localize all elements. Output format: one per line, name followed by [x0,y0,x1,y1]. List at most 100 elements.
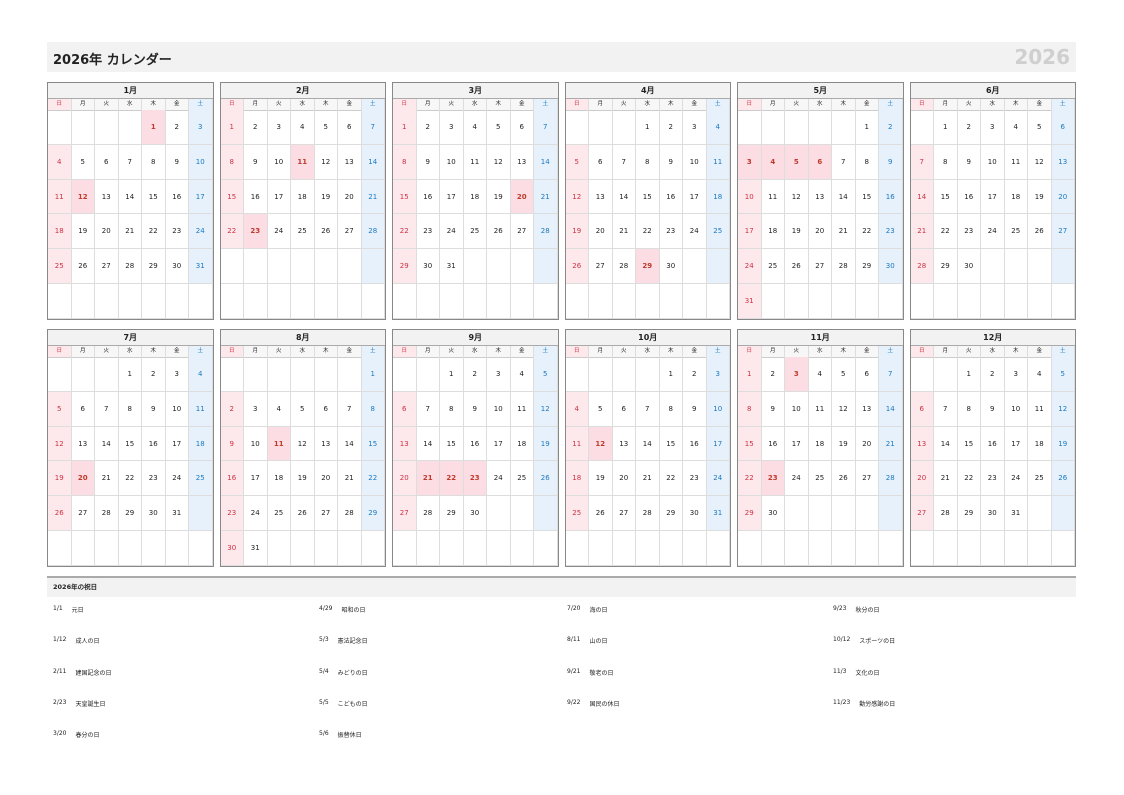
day-cell [165,531,189,566]
day-cell: 9 [244,144,268,180]
day-cell [808,284,832,319]
weekday-label: 日 [910,346,934,358]
day-cell: 8 [118,391,142,427]
holiday-name: 天皇誕生日 [75,700,106,708]
holiday-item: 1/12 成人の日 [53,636,112,667]
day-cell [291,531,315,566]
week-row: 14 15 16 17 18 19 20 [910,179,1075,215]
day-cell: 11 [463,144,487,180]
day-cell [267,284,291,319]
day-cell: 3 [267,110,291,145]
day-cell: 2 [220,391,244,427]
day-cell: 18 [565,461,589,497]
week-row: 20 21 22 23 24 25 26 [910,461,1075,497]
month-box: 9月日月火水木金土 1 2 3 4 5 6 7 8 9 10 11 12 13 14 15 16 17 18 19 20… [392,329,559,567]
day-cell: 8 [934,144,958,180]
day-cell [534,531,558,566]
day-cell [612,110,636,145]
day-cell [761,284,785,319]
day-cell: 5 [785,144,809,180]
day-cell [589,357,613,392]
day-cell [565,284,589,319]
day-cell [612,284,636,319]
day-cell: 10 [440,144,464,180]
day-cell: 17 [981,179,1005,215]
day-cell: 5 [314,110,338,145]
week-row [48,284,213,319]
week-row: 22 23 24 25 26 27 28 [220,214,385,250]
day-cell [1004,249,1028,285]
month-name: 10月 [565,330,730,346]
weekday-label: 金 [1028,99,1052,111]
day-cell: 29 [957,496,981,532]
day-cell [416,284,440,319]
weekday-label: 金 [338,99,362,111]
weekday-label: 日 [910,99,934,111]
day-cell: 20 [314,461,338,497]
day-cell: 15 [142,179,166,215]
day-cell: 19 [1051,426,1075,462]
day-cell: 3 [981,110,1005,145]
day-cell [1028,496,1052,532]
day-cell: 17 [244,461,268,497]
day-cell: 22 [659,461,683,497]
day-cell [189,284,213,319]
day-cell: 28 [361,214,385,250]
day-cell: 8 [440,391,464,427]
day-cell: 27 [612,496,636,532]
day-cell: 4 [463,110,487,145]
day-cell [71,531,95,566]
day-cell [934,357,958,392]
day-cell: 12 [1028,144,1052,180]
holiday-column: 7/20 海の日 8/11 山の日 9/21 敬老の日 9/22 国民の休日 [567,605,620,730]
day-cell: 30 [879,249,903,285]
day-cell [659,284,683,319]
day-cell: 19 [314,179,338,215]
day-cell: 28 [879,461,903,497]
weekday-label: 金 [510,346,534,358]
day-cell: 10 [738,179,762,215]
day-cell: 13 [95,179,119,215]
day-cell [832,531,856,566]
day-cell: 4 [267,391,291,427]
day-cell: 12 [589,426,613,462]
week-row: 10 11 12 13 14 15 16 [738,179,903,215]
day-cell [636,284,660,319]
day-cell [683,284,707,319]
day-cell: 25 [189,461,213,497]
day-cell [463,531,487,566]
day-cell [361,284,385,319]
day-cell [612,531,636,566]
day-cell: 1 [636,110,660,145]
day-cell: 29 [855,249,879,285]
day-cell [785,110,809,145]
holiday-date: 11/23 [833,698,851,706]
holiday-name: 成人の日 [75,638,100,646]
day-cell: 11 [761,179,785,215]
week-row: 11 12 13 14 15 16 17 [48,179,213,215]
day-cell [487,249,511,285]
day-cell: 30 [683,496,707,532]
holiday-date: 9/22 [567,698,581,706]
day-cell: 28 [832,249,856,285]
day-cell: 9 [220,426,244,462]
month-box: 5月日月火水木金土 1 2 3 4 5 6 7 8 9 10 11 12 13 14 15 16 17 18 19 20… [737,82,904,320]
day-cell: 26 [291,496,315,532]
day-cell [934,284,958,319]
day-cell: 23 [220,496,244,532]
day-cell: 25 [808,461,832,497]
day-cell [220,357,244,392]
day-cell: 20 [612,461,636,497]
holiday-date: 5/6 [319,730,329,738]
day-cell: 7 [338,391,362,427]
day-cell: 5 [534,357,558,392]
day-cell: 25 [761,249,785,285]
day-cell: 26 [1028,214,1052,250]
day-cell: 3 [440,110,464,145]
day-cell: 28 [95,496,119,532]
day-cell: 19 [1028,179,1052,215]
day-cell: 4 [565,391,589,427]
day-cell [220,284,244,319]
day-cell: 7 [832,144,856,180]
day-cell: 23 [142,461,166,497]
